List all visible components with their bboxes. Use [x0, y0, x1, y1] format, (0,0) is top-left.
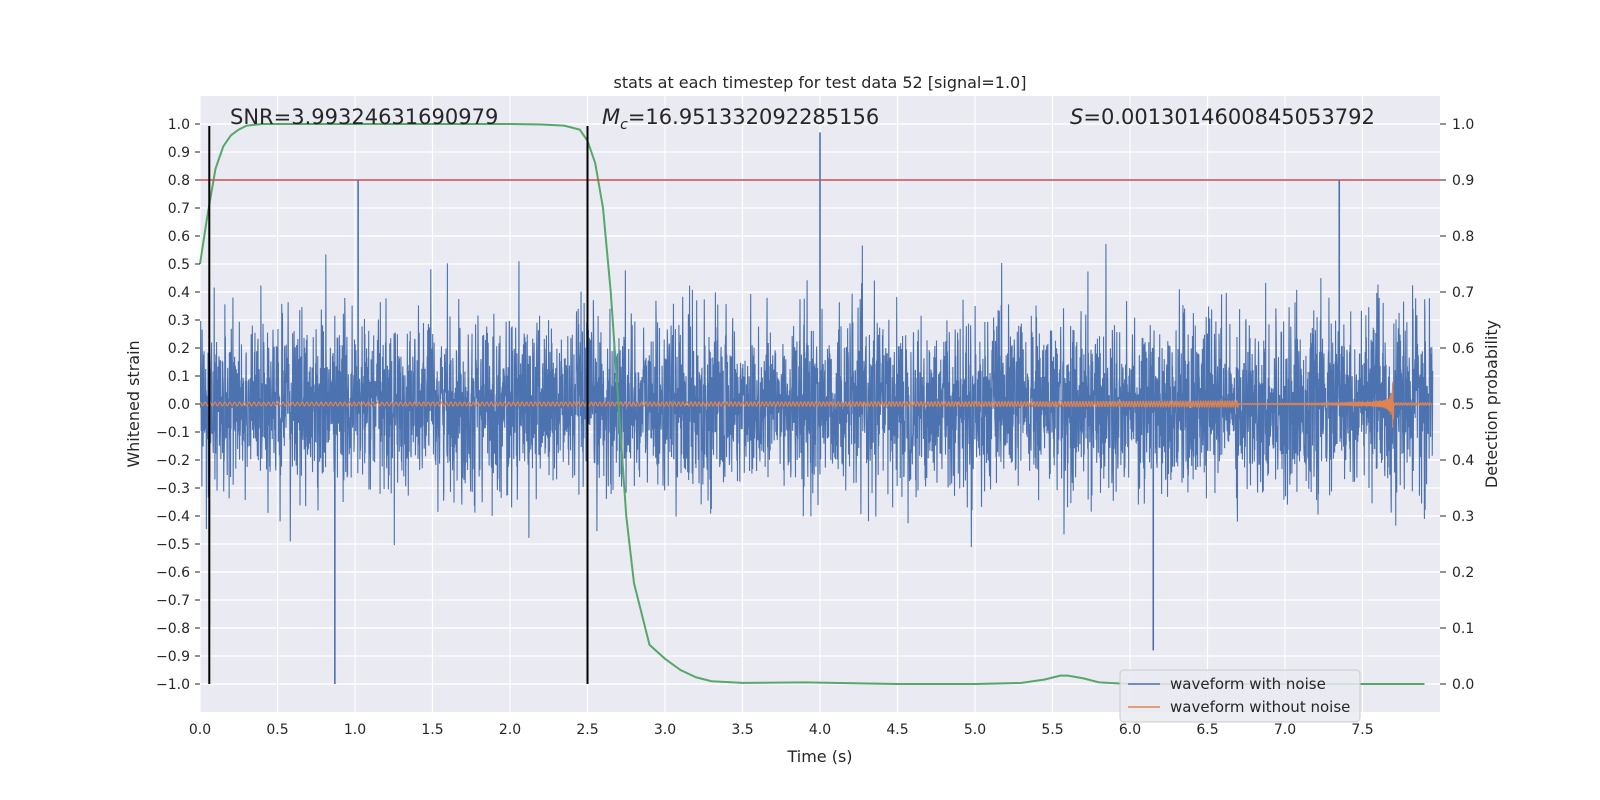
noise-trace — [199, 243, 1434, 548]
y2-tick-label: 0.8 — [1452, 229, 1474, 245]
mc-symbol: M — [602, 105, 620, 129]
x-tick-label: 3.5 — [731, 722, 753, 738]
annotation-snr: SNR=3.99324631690979 — [230, 105, 498, 129]
y-tick-label: 0.8 — [168, 173, 190, 189]
s-symbol: S — [1070, 105, 1083, 129]
y-tick-label: −0.9 — [156, 649, 190, 665]
x-tick-label: 4.5 — [886, 722, 908, 738]
y2-tick-label: 0.1 — [1452, 621, 1474, 637]
y-tick-label: −0.4 — [156, 509, 190, 525]
series-detection-probability — [199, 123, 1425, 685]
y-tick-label: 0.9 — [168, 145, 190, 161]
annotation-s: S=0.0013014600845053792 — [1070, 105, 1375, 129]
y-tick-label: −0.7 — [156, 593, 190, 609]
legend: waveform with noise waveform without noi… — [1119, 669, 1361, 723]
y2-tick-label: 1.0 — [1452, 117, 1474, 133]
x-axis-title: Time (s) — [786, 747, 852, 766]
y-tick-label: 0.7 — [168, 201, 190, 217]
y-tick-label: 0.2 — [168, 341, 190, 357]
y-tick-label: 1.0 — [168, 117, 190, 133]
y2-tick-label: 0.0 — [1452, 677, 1474, 693]
y2-tick-label: 0.7 — [1452, 285, 1474, 301]
clean-trace — [199, 381, 1433, 428]
y2-tick-label: 0.2 — [1452, 565, 1474, 581]
series-waveform-with-noise — [199, 132, 1434, 684]
axis-ticks: 0.0 0.5 1.0 1.5 2.0 2.5 3.0 3.5 4.0 4.5 5.0 5.5 6.0 6… — [156, 117, 1474, 738]
probability-trace — [199, 123, 1425, 685]
y-tick-label: −0.2 — [156, 453, 190, 469]
x-tick-label: 2.0 — [499, 722, 521, 738]
x-tick-label: 3.0 — [654, 722, 676, 738]
y2-tick-label: 0.4 — [1452, 453, 1474, 469]
x-tick-label: 5.0 — [964, 722, 986, 738]
y2-tick-label: 0.6 — [1452, 341, 1474, 357]
annotation-chirp-mass: Mc=16.951332092285156 — [602, 105, 879, 133]
y-tick-label: −0.6 — [156, 565, 190, 581]
x-tick-label: 1.0 — [344, 722, 366, 738]
y-axis-title: Whitened strain — [124, 340, 143, 467]
legend-label-noise: waveform with noise — [1170, 675, 1326, 693]
y2-tick-label: 0.3 — [1452, 509, 1474, 525]
x-tick-label: 0.5 — [266, 722, 288, 738]
y-tick-label: 0.0 — [168, 397, 190, 413]
mc-value: =16.951332092285156 — [628, 105, 879, 129]
y-tick-label: 0.5 — [168, 257, 190, 273]
y-tick-label: −0.3 — [156, 481, 190, 497]
y2-axis-title: Detection probability — [1482, 320, 1501, 488]
series-waveform-without-noise — [199, 381, 1433, 428]
legend-box — [1119, 669, 1361, 723]
x-tick-label: 0.0 — [189, 722, 211, 738]
x-tick-label: 7.5 — [1351, 722, 1373, 738]
legend-label-clean: waveform without noise — [1170, 698, 1350, 716]
y-tick-label: −0.1 — [156, 425, 190, 441]
x-tick-label: 1.5 — [421, 722, 443, 738]
mc-subscript: c — [620, 117, 628, 133]
x-tick-label: 5.5 — [1041, 722, 1063, 738]
y2-tick-label: 0.9 — [1452, 173, 1474, 189]
y-tick-label: 0.1 — [168, 369, 190, 385]
chart-title: stats at each timestep for test data 52 … — [614, 73, 1027, 92]
threshold-and-markers — [200, 126, 1440, 684]
y-tick-label: 0.4 — [168, 285, 190, 301]
x-tick-label: 7.0 — [1274, 722, 1296, 738]
y-tick-label: 0.3 — [168, 313, 190, 329]
x-tick-label: 4.0 — [809, 722, 831, 738]
x-tick-label: 6.0 — [1119, 722, 1141, 738]
y-tick-label: −1.0 — [156, 677, 190, 693]
y2-tick-label: 0.5 — [1452, 397, 1474, 413]
x-tick-label: 2.5 — [576, 722, 598, 738]
y-tick-label: −0.8 — [156, 621, 190, 637]
y-tick-label: 0.6 — [168, 229, 190, 245]
s-value: =0.0013014600845053792 — [1083, 105, 1375, 129]
y-tick-label: −0.5 — [156, 537, 190, 553]
x-tick-label: 6.5 — [1196, 722, 1218, 738]
